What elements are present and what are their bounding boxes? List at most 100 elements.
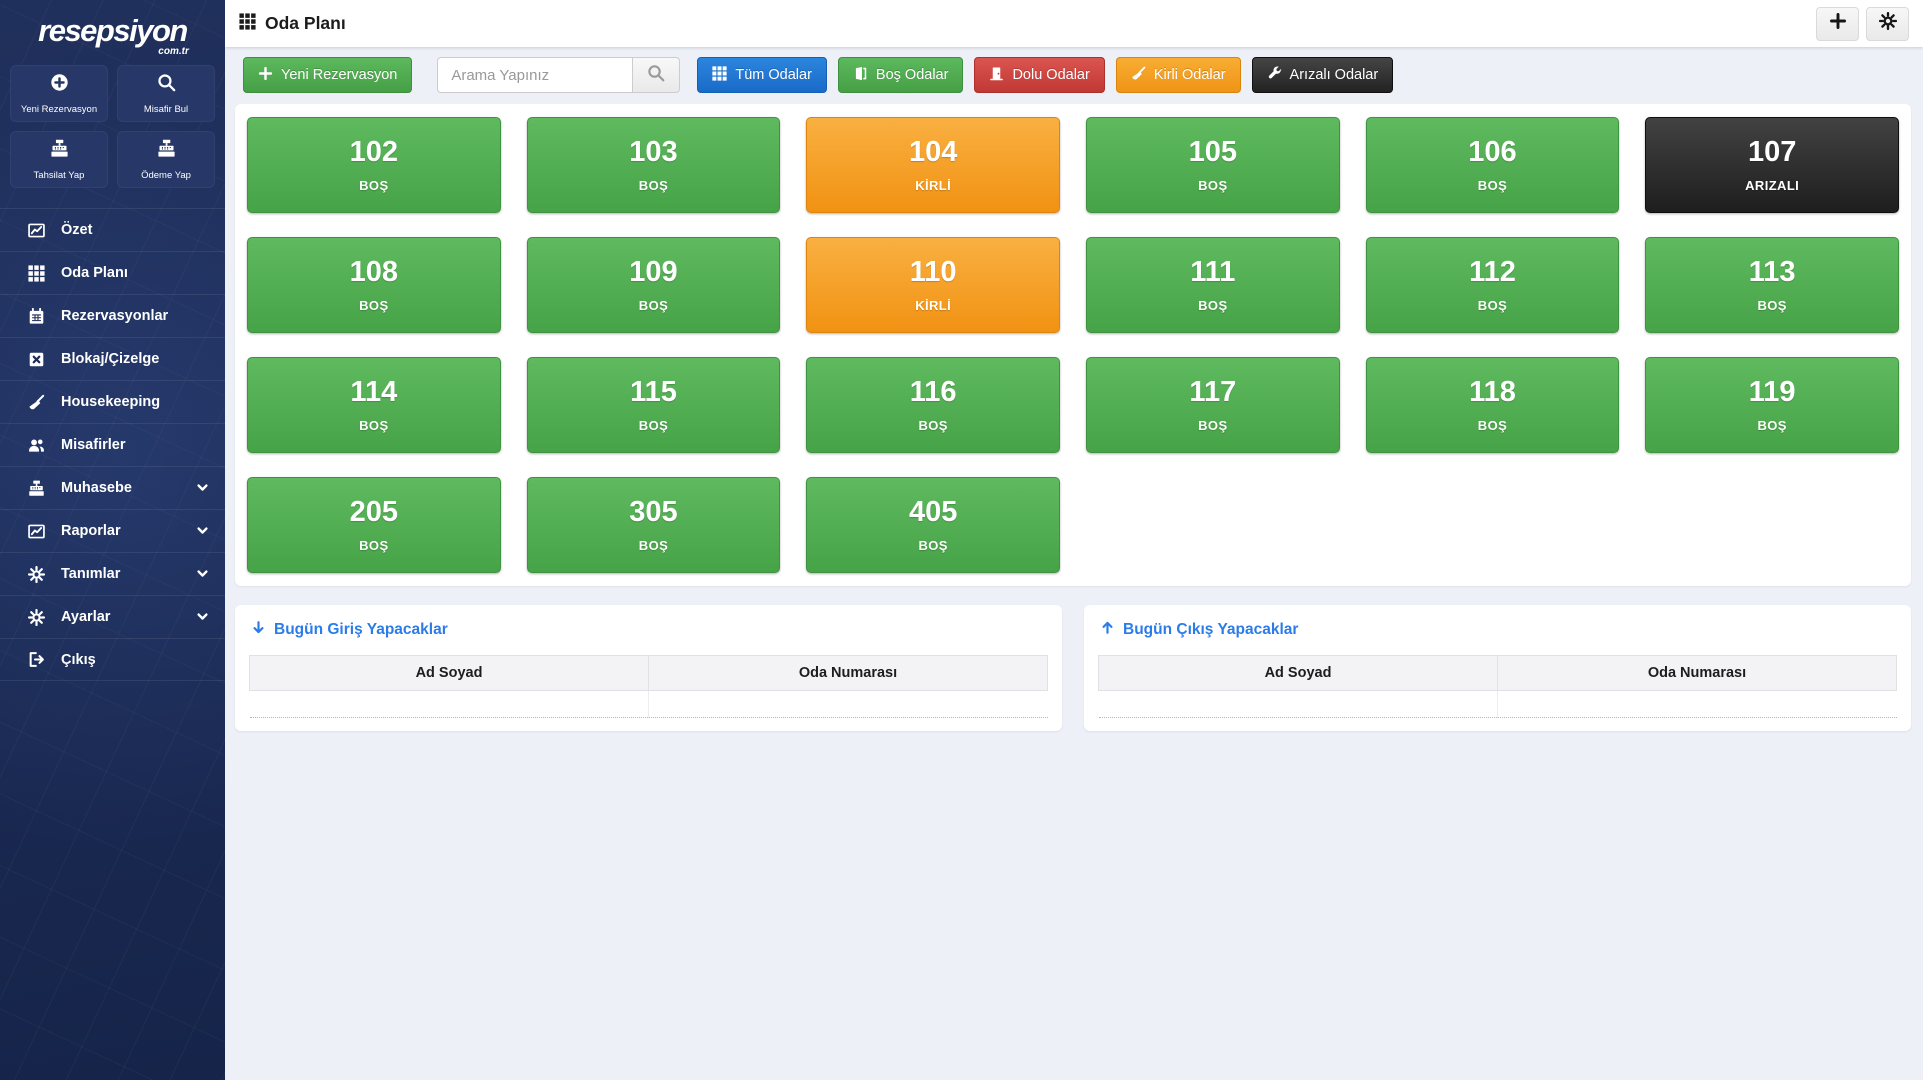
room-card-305[interactable]: 305 BOŞ (526, 477, 781, 573)
new-reservation-label: Yeni Rezervasyon (281, 67, 398, 83)
column-header: Oda Numarası (1497, 655, 1897, 691)
panel-checkin: Bugün Giriş Yapacaklar Ad Soyad Oda Numara… (235, 605, 1062, 731)
room-card-105[interactable]: 105 BOŞ (1086, 117, 1340, 213)
room-card-107[interactable]: 107 ARIZALI (1645, 117, 1899, 213)
panel-checkout: Bugün Çıkış Yapacaklar Ad Soyad Oda Numara… (1084, 605, 1911, 731)
room-status: BOŞ (359, 177, 389, 193)
sidebar-nav: Özet Oda Planı Rezervasyonlar Blokaj/Çizelg… (0, 208, 225, 681)
filter-all-button[interactable]: Tüm Odalar (697, 57, 827, 93)
sidebar-item--k-[interactable]: Çıkış (0, 638, 225, 681)
room-card-116[interactable]: 116 BOŞ (806, 357, 1060, 453)
room-status: KİRLİ (915, 297, 952, 313)
filter-occupied-button[interactable]: Dolu Odalar (974, 57, 1105, 93)
room-number: 116 (909, 375, 957, 408)
room-status: KİRLİ (915, 177, 952, 193)
sidebar-quick-actions: Yeni Rezervasyon Misafir Bul Tahsilat Yap Ö… (0, 55, 225, 188)
chevron-down-icon (196, 525, 209, 538)
room-card-108[interactable]: 108 BOŞ (247, 237, 501, 333)
panel-table-checkout: Ad Soyad Oda Numarası (1098, 655, 1897, 718)
quick-action-4[interactable]: Ödeme Yap (117, 131, 215, 188)
filter-label: Arızalı Odalar (1289, 67, 1379, 83)
sidebar-item-housekeeping[interactable]: Housekeeping (0, 380, 225, 423)
sidebar-item-raporlar[interactable]: Raporlar (0, 509, 225, 552)
room-status: ARIZALI (1745, 177, 1800, 193)
room-status: BOŞ (638, 297, 669, 313)
add-button[interactable] (1816, 6, 1859, 41)
sidebar-item-misafirler[interactable]: Misafirler (0, 423, 225, 466)
filter-broken-button[interactable]: Arızalı Odalar (1251, 57, 1394, 93)
sidebar-item-rezervasyonlar[interactable]: Rezervasyonlar (0, 294, 225, 337)
room-status: BOŞ (1198, 417, 1228, 433)
search-icon (157, 73, 176, 97)
settings-button[interactable] (1866, 6, 1909, 41)
room-number: 114 (350, 375, 398, 408)
grid-icon (712, 65, 727, 85)
room-card-118[interactable]: 118 BOŞ (1365, 357, 1620, 453)
room-status: BOŞ (1477, 297, 1508, 313)
room-number: 205 (349, 495, 399, 528)
chevron-down-icon (196, 611, 209, 624)
chevron-down-icon (196, 482, 209, 495)
room-status: BOŞ (1757, 297, 1787, 313)
search-group (437, 57, 681, 93)
sidebar-item-label: Tanımlar (61, 566, 121, 582)
quick-action-label: Ödeme Yap (141, 169, 191, 181)
room-number: 119 (1748, 375, 1796, 408)
room-status: BOŞ (359, 297, 389, 313)
search-input[interactable] (437, 57, 633, 93)
room-card-119[interactable]: 119 BOŞ (1645, 357, 1899, 453)
room-card-103[interactable]: 103 BOŞ (526, 117, 781, 213)
sidebar-item-blokaj-izelge[interactable]: Blokaj/Çizelge (0, 337, 225, 380)
sidebar-item-muhasebe[interactable]: Muhasebe (0, 466, 225, 509)
room-card-117[interactable]: 117 BOŞ (1086, 357, 1340, 453)
room-card-111[interactable]: 111 BOŞ (1086, 237, 1340, 333)
sidebar-item--zet[interactable]: Özet (0, 208, 225, 251)
panel-title-checkin[interactable]: Bugün Giriş Yapacaklar (251, 620, 1048, 640)
quick-action-2[interactable]: Misafir Bul (117, 65, 215, 122)
toolbar: Yeni Rezervasyon Tüm Odalar Boş Odalar Dol… (243, 57, 1394, 93)
room-card-205[interactable]: 205 BOŞ (247, 477, 501, 573)
quick-action-3[interactable]: Tahsilat Yap (10, 131, 108, 188)
sidebar-item-label: Özet (61, 222, 93, 238)
sidebar-item-ayarlar[interactable]: Ayarlar (0, 595, 225, 638)
room-number: 105 (1188, 135, 1238, 168)
room-card-102[interactable]: 102 BOŞ (247, 117, 501, 213)
panel-title-checkout[interactable]: Bugün Çıkış Yapacaklar (1100, 620, 1897, 640)
room-number: 103 (629, 135, 678, 168)
search-button[interactable] (632, 57, 681, 93)
quick-action-1[interactable]: Yeni Rezervasyon (10, 65, 108, 122)
room-card-115[interactable]: 115 BOŞ (526, 357, 781, 453)
panel-table-checkin: Ad Soyad Oda Numarası (249, 655, 1048, 718)
quick-action-label: Tahsilat Yap (33, 169, 85, 181)
sidebar-item-label: Çıkış (61, 651, 96, 668)
top-header: Oda Planı (225, 0, 1923, 47)
room-card-104[interactable]: 104 KİRLİ (806, 117, 1060, 213)
room-number: 305 (629, 495, 678, 528)
panel-title-label: Bugün Çıkış Yapacaklar (1123, 621, 1299, 638)
room-card-106[interactable]: 106 BOŞ (1365, 117, 1620, 213)
room-status: BOŞ (638, 537, 669, 553)
quick-action-label: Yeni Rezervasyon (20, 103, 98, 115)
room-status: BOŞ (1198, 177, 1228, 193)
filter-label: Boş Odalar (875, 67, 949, 83)
table-cell-empty (1098, 690, 1498, 718)
filter-empty-button[interactable]: Boş Odalar (837, 57, 964, 93)
sidebar: resepsiyon com.tr Yeni Rezervasyon Misafi… (0, 0, 225, 1080)
room-card-109[interactable]: 109 BOŞ (526, 237, 781, 333)
room-status: BOŞ (918, 417, 948, 433)
new-reservation-button[interactable]: Yeni Rezervasyon (243, 57, 413, 93)
filter-dirty-button[interactable]: Kirli Odalar (1115, 57, 1241, 93)
room-status: BOŞ (1477, 177, 1508, 193)
room-card-114[interactable]: 114 BOŞ (247, 357, 501, 453)
sidebar-item-tan-mlar[interactable]: Tanımlar (0, 552, 225, 595)
room-number: 110 (909, 255, 957, 288)
room-number: 112 (1469, 255, 1516, 288)
room-card-112[interactable]: 112 BOŞ (1365, 237, 1620, 333)
room-card-113[interactable]: 113 BOŞ (1645, 237, 1899, 333)
grid-icon (25, 264, 47, 282)
sidebar-item-oda-plan-[interactable]: Oda Planı (0, 251, 225, 294)
room-card-110[interactable]: 110 KİRLİ (806, 237, 1060, 333)
room-card-405[interactable]: 405 BOŞ (806, 477, 1060, 573)
sidebar-item-label: Ayarlar (61, 609, 111, 625)
column-header: Oda Numarası (648, 655, 1048, 691)
